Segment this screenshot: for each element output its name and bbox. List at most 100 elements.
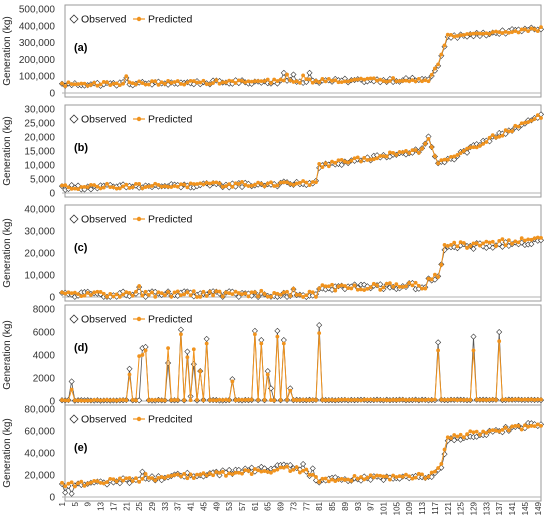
point-predicted: [391, 76, 396, 80]
point-observed: [68, 378, 75, 385]
point-predicted: [166, 184, 170, 189]
legend-marker-observed: [69, 114, 79, 124]
point-predicted: [310, 80, 315, 85]
point-predicted: [433, 469, 437, 474]
panel-frame: [64, 404, 542, 502]
point-predicted: [185, 185, 190, 190]
point-predicted: [150, 290, 154, 295]
point-predicted: [513, 29, 518, 34]
point-predicted: [314, 475, 318, 479]
point-predicted: [95, 479, 100, 484]
point-predicted: [423, 141, 428, 146]
point-predicted: [349, 398, 354, 402]
point-predicted: [66, 290, 71, 295]
point-predicted: [323, 161, 328, 166]
point-predicted: [285, 397, 289, 402]
point-predicted: [259, 79, 264, 84]
point-predicted: [410, 283, 415, 288]
point-predicted: [66, 80, 71, 85]
point-predicted: [220, 398, 225, 402]
point-predicted: [513, 424, 518, 428]
point-predicted: [433, 397, 437, 402]
point-predicted: [227, 291, 232, 296]
point-predicted: [252, 332, 257, 337]
point-predicted: [207, 289, 212, 294]
point-predicted: [291, 286, 296, 291]
y-tick-label: 20,000: [24, 133, 55, 144]
point-predicted: [236, 291, 241, 295]
point-predicted: [272, 291, 277, 295]
chart-panel-3: 0 10,000 20,000 30,000 40,000 Generation (kg)…: [2, 204, 545, 304]
point-predicted: [455, 34, 460, 38]
panel-frame: [64, 104, 542, 198]
point-predicted: [339, 158, 344, 162]
point-predicted: [179, 474, 183, 479]
point-predicted: [388, 281, 392, 286]
point-predicted: [137, 182, 142, 186]
point-predicted: [487, 135, 492, 140]
point-predicted: [140, 353, 145, 357]
point-predicted: [76, 187, 80, 192]
point-predicted: [230, 472, 235, 477]
point-predicted: [101, 185, 106, 190]
point-predicted: [359, 76, 363, 81]
point-predicted: [146, 82, 151, 87]
point-predicted: [362, 155, 367, 160]
point-predicted: [249, 397, 254, 402]
point-predicted: [137, 354, 142, 359]
point-predicted: [127, 186, 132, 190]
point-predicted: [320, 476, 325, 481]
point-predicted: [362, 477, 367, 482]
x-tick-label: 117: [431, 501, 440, 514]
point-predicted: [291, 182, 296, 187]
point-predicted: [301, 397, 306, 402]
y-tick-label: 25,000: [24, 119, 55, 130]
x-tick-label: 17: [109, 501, 118, 510]
point-predicted: [513, 397, 518, 402]
point-predicted: [378, 473, 383, 478]
point-predicted: [410, 397, 415, 402]
point-predicted: [378, 397, 383, 402]
point-predicted: [532, 27, 537, 32]
point-predicted: [362, 288, 367, 292]
point-predicted: [143, 185, 148, 189]
series-line: [61, 423, 542, 488]
legend-marker-predicted: [136, 416, 142, 422]
point-predicted: [114, 398, 119, 403]
point-predicted: [365, 475, 370, 480]
panel-label: (b): [74, 142, 88, 154]
point-predicted: [458, 432, 463, 437]
point-predicted: [535, 235, 540, 240]
point-predicted: [503, 397, 508, 402]
point-predicted: [355, 77, 360, 82]
point-predicted: [449, 397, 453, 402]
point-predicted: [191, 347, 196, 352]
point-predicted: [137, 284, 142, 288]
chart-panel-5: 0 20,000 40,000 60,000 80,000 Generation (kg)…: [2, 404, 545, 504]
point-predicted: [449, 154, 453, 159]
x-tick-label: 149: [534, 501, 543, 515]
panel-frame: [64, 204, 542, 302]
point-predicted: [204, 473, 209, 478]
y-tick-label: 8000: [33, 305, 56, 316]
point-predicted: [519, 27, 524, 32]
point-predicted: [243, 468, 248, 473]
point-predicted: [288, 182, 293, 186]
point-predicted: [532, 397, 537, 402]
point-predicted: [381, 398, 386, 402]
point-predicted: [89, 398, 93, 403]
point-predicted: [207, 181, 212, 186]
y-axis-label: Generation (kg): [2, 218, 13, 287]
point-predicted: [407, 474, 412, 479]
point-predicted: [304, 398, 309, 402]
panel-label: (c): [74, 242, 88, 254]
point-predicted: [436, 275, 441, 279]
point-predicted: [330, 282, 334, 287]
point-predicted: [153, 478, 158, 483]
legend-label-predicted: Predicted: [148, 114, 193, 126]
point-predicted: [233, 470, 238, 475]
point-predicted: [368, 76, 373, 81]
y-tick-label: 20,000: [24, 471, 55, 482]
point-predicted: [461, 149, 466, 153]
